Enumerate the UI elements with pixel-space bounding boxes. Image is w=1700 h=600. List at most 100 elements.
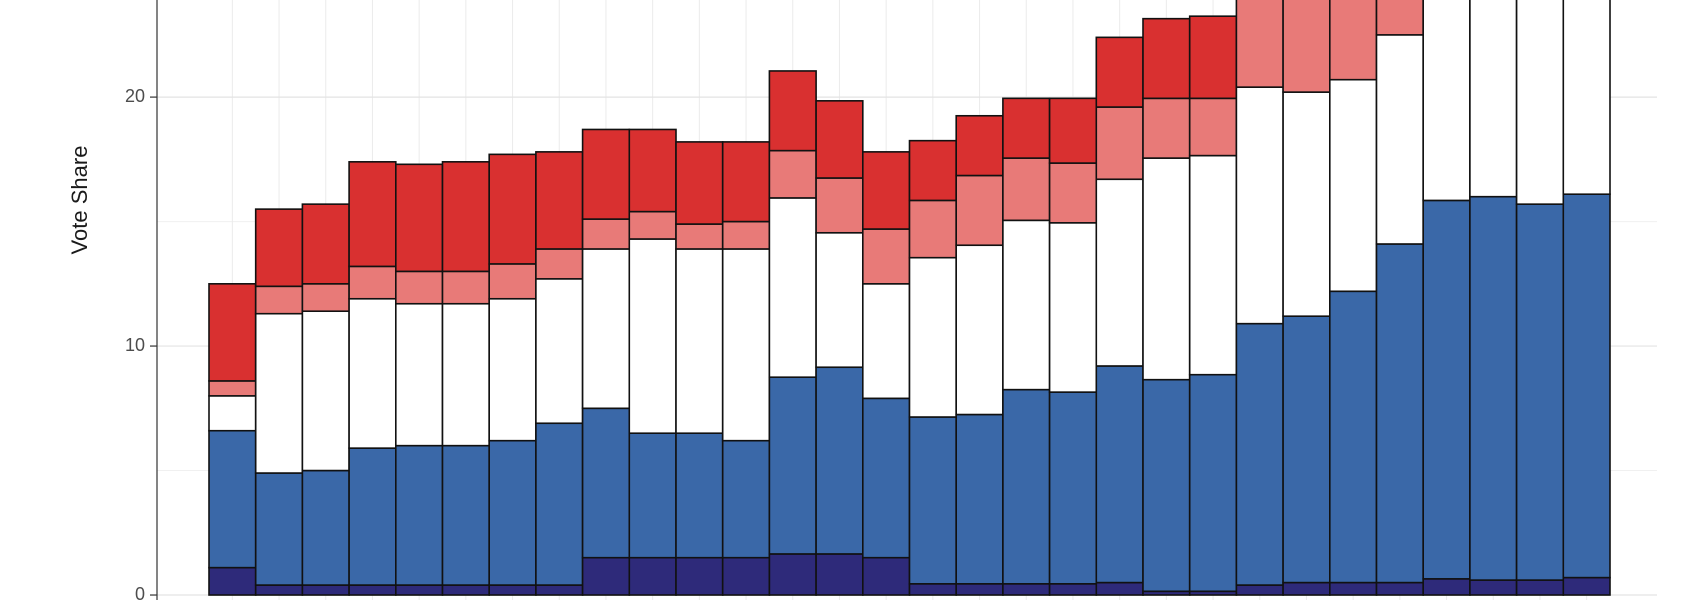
- bar-segment: [861, 397, 911, 559]
- bar-segment: [1142, 157, 1191, 381]
- bar-segment: [394, 270, 444, 305]
- bar-segment: [535, 422, 584, 586]
- bar-segment: [1329, 290, 1378, 584]
- bar-segment: [861, 283, 911, 400]
- bar-segment: [1282, 0, 1331, 93]
- bar-segment: [301, 469, 350, 586]
- bar-segment: [675, 432, 724, 559]
- bar-segment: [301, 283, 350, 313]
- bar-segment: [955, 244, 1004, 416]
- bar-segment: [1422, 199, 1471, 580]
- bar-segment: [535, 278, 584, 425]
- bar-segment: [1002, 219, 1051, 391]
- bar-segment: [1469, 579, 1518, 596]
- bar-segment: [1188, 154, 1238, 376]
- bar-segment: [535, 248, 584, 280]
- bar-segment: [1142, 17, 1191, 100]
- bar-segment: [1048, 391, 1098, 585]
- bar-segment: [301, 584, 350, 596]
- bar-segment: [908, 256, 958, 418]
- bar-segment: [254, 312, 304, 474]
- bar-segment: [1375, 581, 1425, 596]
- bar-segment: [208, 395, 257, 432]
- bar-segment: [1235, 0, 1284, 88]
- bar-segment: [441, 302, 491, 447]
- bar-segment: [581, 556, 631, 596]
- bar-segment: [721, 220, 771, 250]
- bar-segment: [815, 231, 864, 369]
- bar-segment: [441, 444, 491, 586]
- bar-segment: [628, 238, 677, 434]
- y-tick-label: 10: [125, 335, 145, 355]
- bar-segment: [394, 163, 444, 273]
- bar-segment: [301, 310, 350, 472]
- bar-segment: [1562, 193, 1611, 579]
- bar-segment: [1235, 86, 1284, 325]
- bar-segment: [535, 584, 584, 596]
- bar-segment: [675, 556, 724, 596]
- bar-segment: [1422, 578, 1471, 596]
- bar-segment: [815, 366, 864, 555]
- bar-segment: [908, 139, 958, 202]
- bar-segment: [768, 70, 817, 152]
- y-axis: 0 10 20: [125, 86, 157, 600]
- bar-segment: [1562, 576, 1611, 596]
- bar-segment: [1329, 0, 1378, 81]
- bar-segment: [1469, 0, 1518, 198]
- bar-segment: [581, 407, 631, 559]
- bar-segment: [394, 302, 444, 447]
- bar-segment: [908, 416, 958, 585]
- bar-segment: [1002, 157, 1051, 222]
- bar-segment: [208, 429, 257, 569]
- bar-segment: [1048, 222, 1098, 393]
- bar-segment: [1375, 34, 1425, 245]
- bar-segment: [1282, 315, 1331, 584]
- bar-segment: [254, 584, 304, 596]
- bar-segment: [628, 432, 677, 559]
- bar-segment: [1095, 581, 1144, 596]
- bar-segment: [348, 161, 397, 268]
- bar-segment: [1188, 373, 1238, 593]
- bar-segment: [208, 380, 257, 397]
- bar-segment: [254, 208, 304, 288]
- bar-segment: [1002, 583, 1051, 596]
- bar-segment: [908, 199, 958, 259]
- bar-segment: [581, 128, 631, 220]
- bar-segment: [1002, 388, 1051, 585]
- bar-segment: [861, 151, 911, 230]
- bar-segment: [1095, 178, 1144, 367]
- bar-segment: [721, 141, 771, 223]
- bar-segment: [1375, 243, 1425, 584]
- bar-segment: [348, 297, 397, 449]
- bar-segment: [675, 223, 724, 250]
- bar-segment: [581, 218, 631, 250]
- bar-segment: [628, 210, 677, 240]
- bar-segment: [394, 444, 444, 586]
- bar-segment: [815, 100, 864, 179]
- bar-segment: [1562, 0, 1611, 195]
- bar-segment: [768, 149, 817, 199]
- bar-segment: [1422, 0, 1471, 202]
- bar-segment: [1329, 78, 1378, 293]
- bar-segment: [721, 556, 771, 596]
- bar-segment: [535, 151, 584, 250]
- bar-segment: [1282, 581, 1331, 596]
- bar-segment: [488, 263, 537, 300]
- bar-segment: [815, 177, 864, 234]
- y-tick-label: 0: [135, 584, 145, 600]
- bar-segment: [955, 583, 1004, 596]
- bar-segment: [955, 114, 1004, 177]
- bar-segment: [488, 297, 537, 442]
- bar-segment: [861, 228, 911, 285]
- bar-segment: [768, 197, 817, 378]
- bar-segment: [208, 283, 257, 382]
- bar-segment: [441, 161, 491, 273]
- bar-segment: [1048, 583, 1098, 596]
- bar-segment: [441, 270, 491, 305]
- bar-segment: [1329, 581, 1378, 596]
- bar-segment: [348, 265, 397, 300]
- bar-segment: [955, 413, 1004, 585]
- bar-segment: [955, 174, 1004, 247]
- bar-segment: [488, 584, 537, 596]
